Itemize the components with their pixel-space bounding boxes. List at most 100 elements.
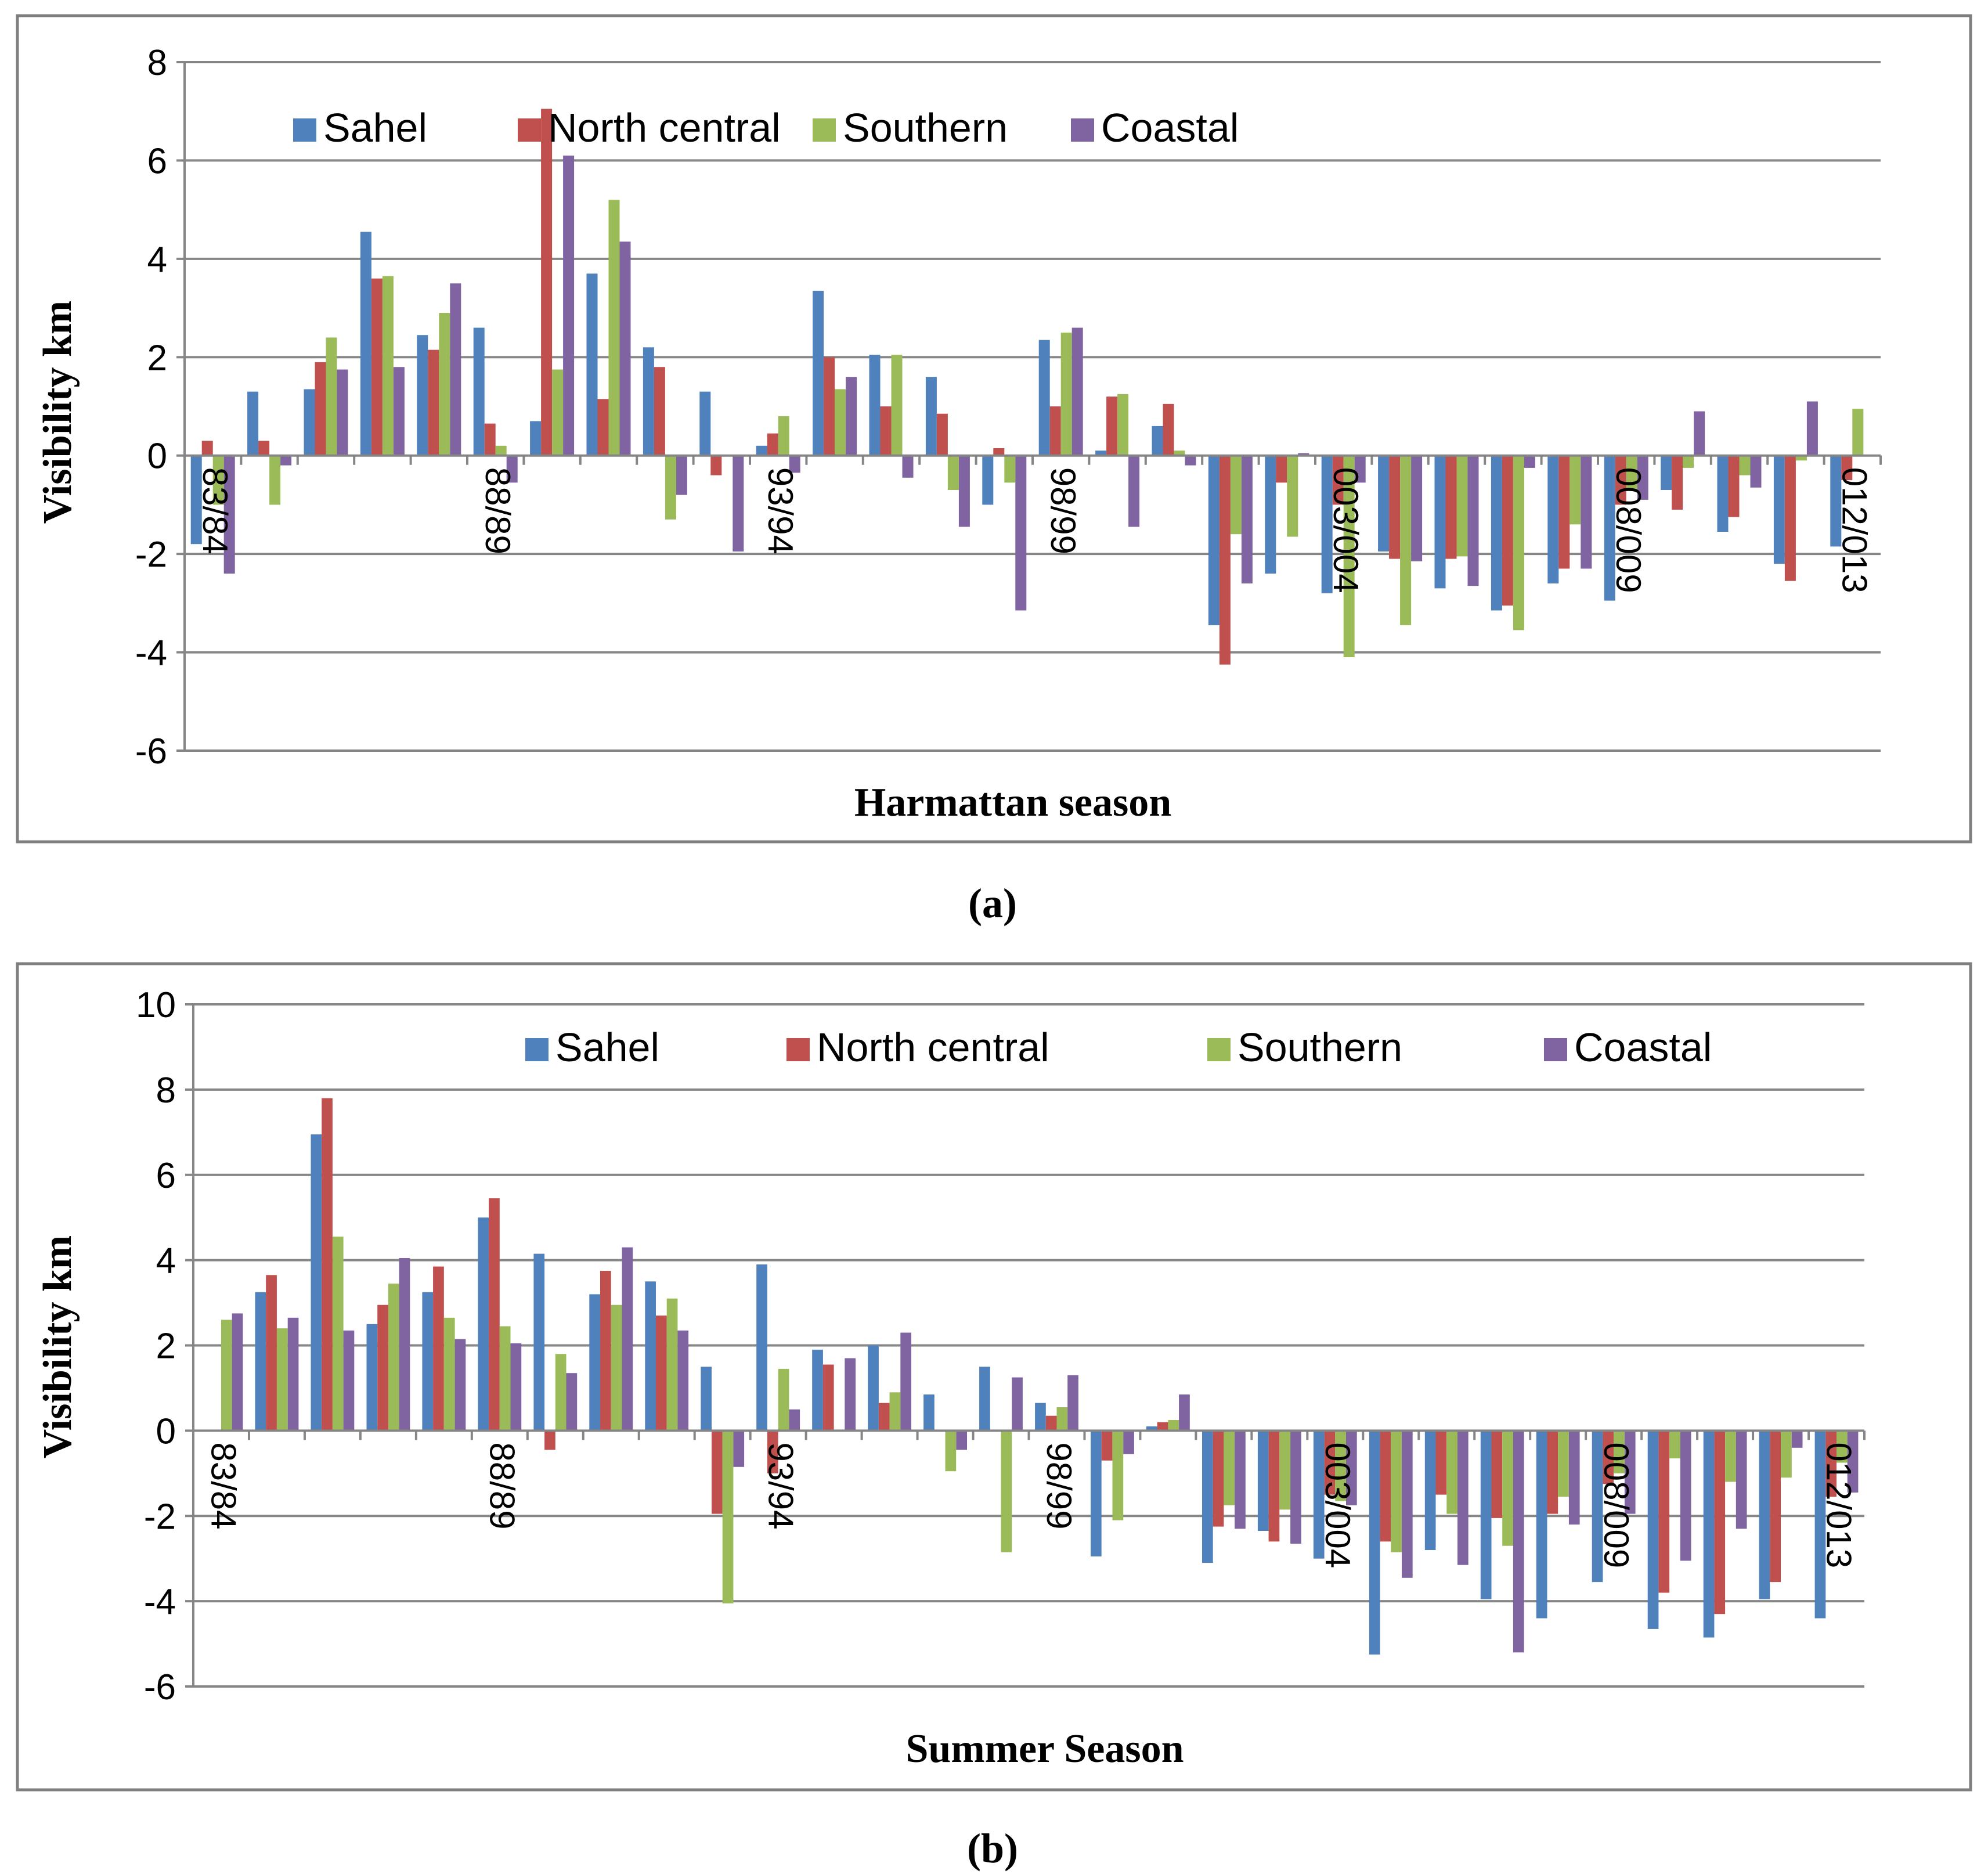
bar-coastal xyxy=(789,1409,800,1431)
bar-coastal xyxy=(1354,455,1366,483)
bar-southern xyxy=(1117,394,1129,456)
bar-north-central xyxy=(1101,1430,1113,1461)
bar-north-central xyxy=(1332,455,1344,505)
bar-sahel xyxy=(255,1292,266,1431)
bar-north-central xyxy=(266,1275,277,1431)
bar-north-central xyxy=(597,399,609,456)
legend-label: Southern xyxy=(1237,1025,1402,1070)
bar-southern xyxy=(1279,1430,1291,1510)
bar-north-central xyxy=(1276,455,1287,483)
bar-coastal xyxy=(399,1258,410,1431)
legend-label: Sahel xyxy=(555,1025,659,1070)
bar-southern xyxy=(1725,1430,1736,1482)
bar-sahel xyxy=(1703,1430,1715,1638)
bar-sahel xyxy=(1536,1430,1547,1619)
bar-north-central xyxy=(712,1430,723,1514)
bar-north-central xyxy=(1502,455,1513,606)
category-label: 012/013 xyxy=(1820,1442,1859,1568)
y-tick-label: 0 xyxy=(147,437,167,477)
bar-north-central xyxy=(541,109,553,456)
bar-north-central xyxy=(377,1304,388,1431)
y-tick-label: 2 xyxy=(147,338,167,378)
bar-southern xyxy=(269,455,281,505)
bar-sahel xyxy=(979,1367,990,1431)
y-tick-label: 6 xyxy=(156,1156,176,1196)
bar-southern xyxy=(1335,1430,1346,1501)
bar-southern xyxy=(1056,1407,1068,1431)
bar-southern xyxy=(1224,1430,1235,1505)
bar-coastal xyxy=(1457,1430,1469,1565)
legend-swatch xyxy=(813,118,836,142)
category-label: 98/99 xyxy=(1044,467,1083,554)
y-tick-label: -2 xyxy=(144,1497,176,1537)
bar-sahel xyxy=(1035,1403,1046,1431)
bar-sahel xyxy=(1434,455,1446,589)
bar-coastal xyxy=(1411,455,1423,561)
bar-north-central xyxy=(1603,1430,1614,1484)
bar-coastal xyxy=(958,455,970,527)
bar-southern xyxy=(439,313,450,456)
bar-southern xyxy=(1739,455,1751,475)
bar-north-central xyxy=(1045,1415,1057,1431)
bar-sahel xyxy=(1202,1430,1213,1563)
bar-southern xyxy=(1781,1430,1792,1478)
bar-north-central xyxy=(710,455,722,475)
bar-sahel xyxy=(1091,1430,1102,1556)
category-label: 93/94 xyxy=(761,467,800,554)
bar-southern xyxy=(1614,1430,1625,1473)
bar-sahel xyxy=(1480,1430,1492,1599)
bar-coastal xyxy=(563,156,575,456)
bar-north-central xyxy=(1268,1430,1280,1542)
bar-north-central xyxy=(371,278,383,456)
bar-sahel xyxy=(756,1264,767,1431)
bar-coastal xyxy=(1513,1430,1524,1653)
bar-coastal xyxy=(393,367,405,456)
bar-north-central xyxy=(822,1364,834,1431)
panel-caption: (b) xyxy=(967,1825,1018,1872)
bar-sahel xyxy=(1321,455,1333,593)
bar-sahel xyxy=(478,1217,489,1431)
bar-sahel xyxy=(304,389,315,456)
x-tick-marks xyxy=(183,455,1882,465)
legend: Sahel North central Southern Coastal xyxy=(293,105,1239,150)
bar-southern xyxy=(1391,1430,1402,1552)
bar-north-central xyxy=(1658,1430,1670,1593)
bar-coastal xyxy=(1581,455,1592,569)
bar-coastal xyxy=(343,1330,355,1431)
bar-coastal xyxy=(232,1313,243,1431)
bar-coastal xyxy=(619,242,631,456)
bar-southern xyxy=(382,276,394,456)
bar-north-central xyxy=(428,349,439,456)
bar-southern xyxy=(1669,1430,1680,1459)
bar-southern xyxy=(608,200,620,456)
bar-southern xyxy=(1168,1420,1179,1431)
bar-southern xyxy=(835,389,846,456)
bar-southern xyxy=(1446,1430,1457,1514)
bar-north-central xyxy=(1213,1430,1224,1527)
bar-north-central xyxy=(993,448,1005,456)
bar-sahel xyxy=(1830,455,1842,547)
bar-sahel xyxy=(586,273,598,456)
bar-sahel xyxy=(1152,426,1163,456)
bar-southern xyxy=(443,1317,455,1431)
bar-southern xyxy=(388,1284,399,1431)
bar-north-central xyxy=(936,413,948,456)
bar-coastal xyxy=(677,1330,689,1431)
bar-sahel xyxy=(366,1324,378,1431)
category-labels: 83/84 88/89 93/94 98/99 003/004 008/009 012/01… xyxy=(204,1442,1859,1568)
bar-sahel xyxy=(1592,1430,1603,1583)
bar-north-central xyxy=(544,1430,555,1450)
y-axis-label: Visibility km xyxy=(35,301,80,524)
bar-sahel xyxy=(699,391,711,456)
legend-label: North central xyxy=(548,105,781,150)
legend-swatch xyxy=(786,1038,810,1061)
bar-southern xyxy=(221,1320,232,1431)
chart-panel-a: -6 -4 -2 0 2 4 6 8 83/84 88/89 93/94 98/99 003/004 0… xyxy=(16,14,1972,927)
bar-sahel xyxy=(643,347,654,456)
bar-sahel xyxy=(1313,1430,1325,1559)
bar-sahel xyxy=(247,391,259,456)
bar-sahel xyxy=(868,1345,879,1431)
bar-north-central xyxy=(322,1098,333,1431)
bar-southern xyxy=(722,1430,734,1603)
x-tick-marks xyxy=(192,1430,1866,1440)
